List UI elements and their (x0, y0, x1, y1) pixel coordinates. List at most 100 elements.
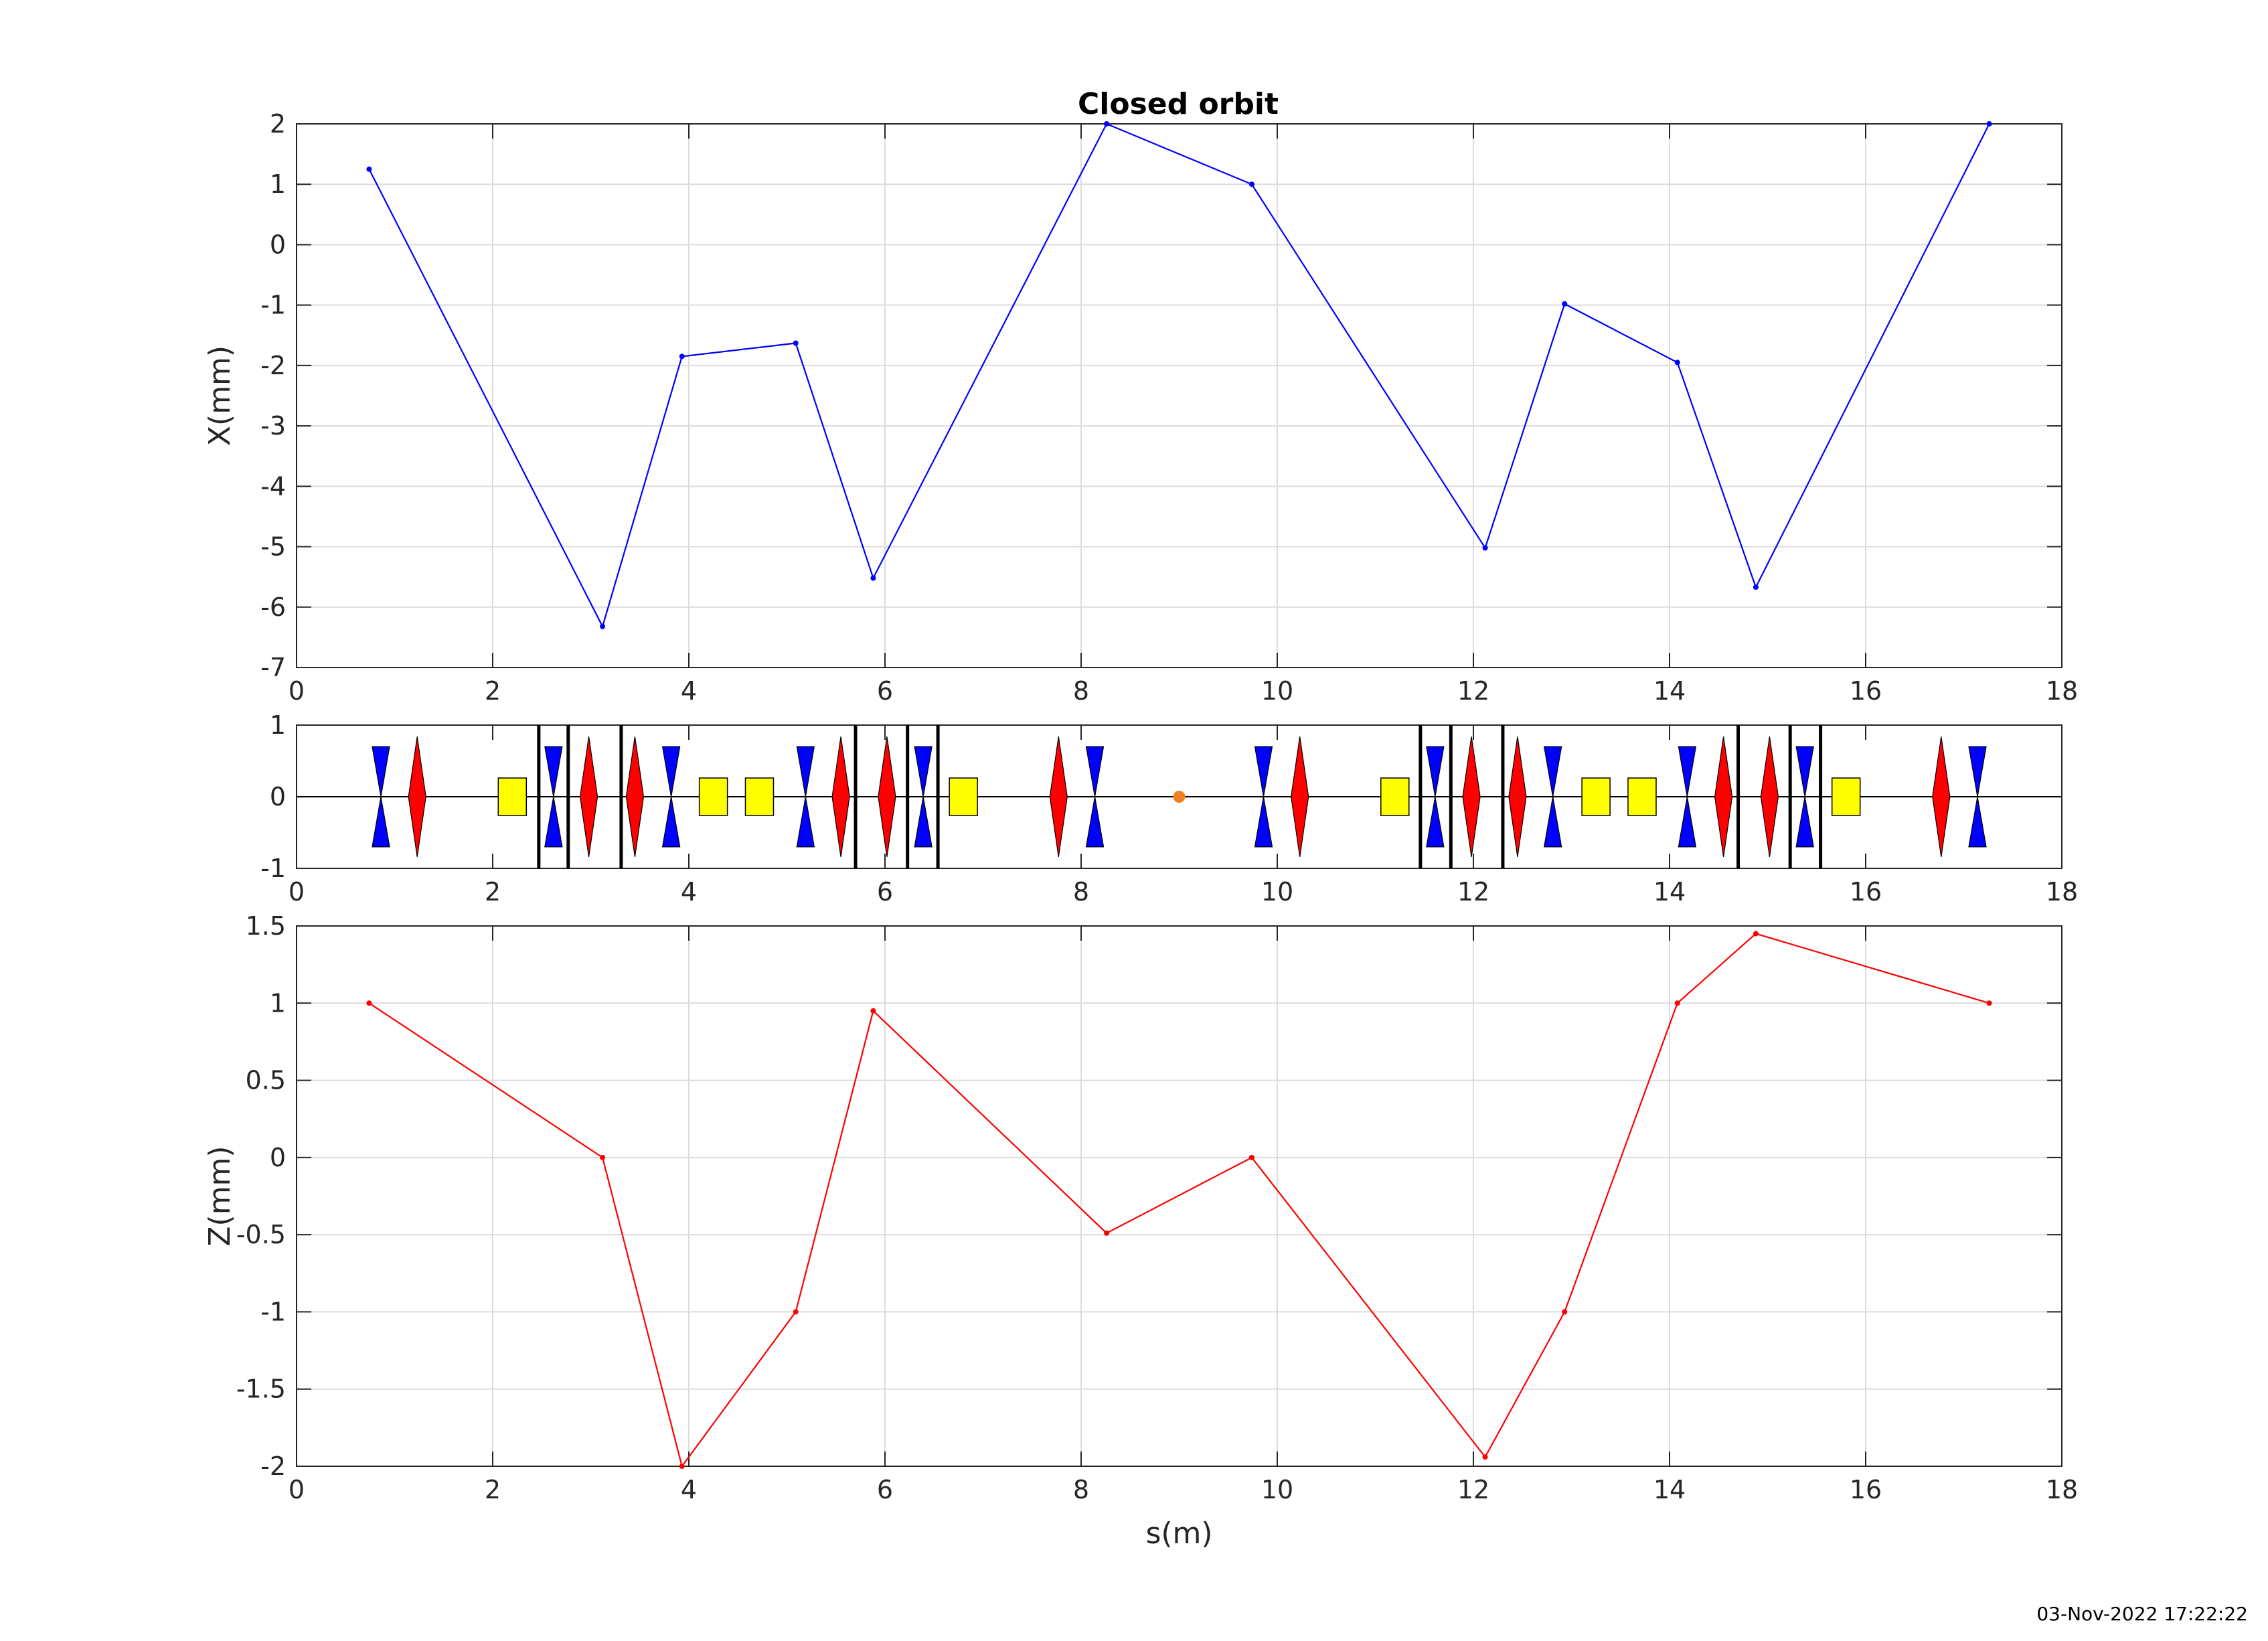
focusing-quadrupole (831, 736, 850, 857)
corrector-magnet (1581, 777, 1611, 816)
x-tick-label: 14 (1653, 676, 1686, 706)
data-point (1753, 584, 1759, 591)
x-tick-label: 8 (1073, 877, 1089, 907)
x-tick-label: 12 (1457, 877, 1489, 907)
y-tick-label: -1 (260, 1297, 286, 1326)
focusing-quadrupole (1291, 736, 1309, 857)
x-tick-label: 8 (1073, 676, 1089, 706)
y-tick-label: 2 (270, 109, 286, 139)
x-tick-label: 16 (1850, 1475, 1882, 1504)
defocusing-quadrupole (661, 746, 681, 848)
x-tick-label: 12 (1457, 676, 1489, 706)
data-point (793, 1309, 799, 1315)
focusing-quadrupole (878, 736, 896, 857)
defocusing-quadrupole (1795, 746, 1814, 848)
defocusing-quadrupole (1543, 746, 1562, 848)
defocusing-quadrupole (1678, 746, 1697, 848)
x-tick-label: 10 (1261, 877, 1293, 907)
y-tick-label: 1 (270, 988, 286, 1018)
y-axis-label: X(mm) (203, 345, 237, 446)
defocusing-quadrupole (796, 746, 815, 848)
defocusing-quadrupole (372, 746, 390, 848)
data-point (1482, 545, 1488, 551)
data-point (1104, 121, 1110, 127)
data-point (600, 623, 606, 629)
x-tick-label: 4 (681, 676, 697, 706)
x-tick-label: 18 (2046, 676, 2078, 706)
focusing-quadrupole (1462, 736, 1481, 857)
x-tick-label: 0 (289, 1475, 305, 1504)
x-tick-label: 6 (877, 676, 893, 706)
x-tick-label: 2 (485, 877, 501, 907)
data-point (679, 354, 685, 360)
corrector-magnet (1627, 777, 1657, 816)
series-line (368, 123, 1990, 629)
corrector-magnet (744, 777, 775, 816)
axes-frame (296, 123, 2062, 668)
corrector-magnet (497, 777, 528, 816)
x-tick-label: 10 (1261, 1475, 1293, 1504)
figure-title: Closed orbit (1078, 87, 1279, 121)
corrector-magnet (1831, 777, 1861, 816)
y-tick-label: 0 (270, 230, 286, 259)
corrector-magnet (1380, 777, 1410, 816)
y-axis-label: Z(mm) (203, 1146, 237, 1246)
x-axis-label: s(m) (1145, 1516, 1212, 1551)
x-tick-label: 2 (485, 676, 501, 706)
data-point (793, 340, 799, 346)
x-tick-label: 14 (1653, 1475, 1686, 1504)
data-point (679, 1464, 685, 1469)
x-tick-label: 16 (1850, 877, 1882, 907)
data-point (1674, 1000, 1680, 1006)
x-tick-label: 6 (877, 1475, 893, 1504)
x-tick-label: 0 (289, 676, 305, 706)
defocusing-quadrupole (544, 746, 563, 848)
data-point (870, 1008, 876, 1014)
focusing-quadrupole (1508, 736, 1527, 857)
series-line (368, 933, 1990, 1468)
x-tick-label: 10 (1261, 676, 1293, 706)
focusing-quadrupole (1049, 736, 1068, 857)
y-tick-label: -1 (260, 291, 286, 320)
timestamp: 03-Nov-2022 17:22:22 (2036, 1603, 2248, 1625)
y-tick-label: -7 (260, 653, 286, 682)
observation-point (1173, 791, 1186, 803)
x-tick-label: 14 (1653, 877, 1686, 907)
y-tick-label: 1 (270, 710, 286, 740)
defocusing-quadrupole (1085, 746, 1105, 848)
data-point (870, 575, 876, 581)
data-point (1104, 1230, 1110, 1236)
y-tick-label: -3 (260, 411, 286, 441)
y-tick-label: -0.5 (236, 1220, 286, 1249)
x-tick-label: 16 (1850, 676, 1882, 706)
focusing-quadrupole (1932, 736, 1951, 857)
y-tick-label: -6 (260, 593, 286, 622)
data-point (1674, 360, 1680, 366)
data-point (1248, 181, 1254, 187)
data-point (600, 1154, 606, 1160)
x-tick-label: 8 (1073, 1475, 1089, 1504)
focusing-quadrupole (408, 736, 426, 857)
y-tick-label: 1.5 (246, 911, 286, 941)
defocusing-quadrupole (1426, 746, 1445, 848)
y-tick-label: -5 (260, 532, 286, 562)
y-tick-label: 0.5 (246, 1066, 286, 1095)
corrector-magnet (698, 777, 728, 816)
focusing-quadrupole (625, 736, 645, 857)
data-point (1986, 121, 1992, 127)
z-orbit-axes: 0 2 4 6 8 10 12 14 16 18 1.5 1 0.5 0 -0.5 -1 -1.5 -2 s(m) Z… (203, 911, 2078, 1551)
y-tick-label: 0 (270, 1143, 286, 1172)
y-tick-label: -1.5 (236, 1375, 286, 1404)
y-tick-label: -1 (260, 854, 286, 883)
x-tick-label: 18 (2046, 1475, 2078, 1504)
y-tick-label: 0 (270, 782, 286, 811)
x-tick-label: 2 (485, 1475, 501, 1504)
y-tick-label: -2 (260, 1452, 286, 1481)
x-tick-label: 12 (1457, 1475, 1489, 1504)
data-point (1986, 1000, 1992, 1006)
x-tick-label: 6 (877, 877, 893, 907)
data-point (366, 166, 372, 172)
